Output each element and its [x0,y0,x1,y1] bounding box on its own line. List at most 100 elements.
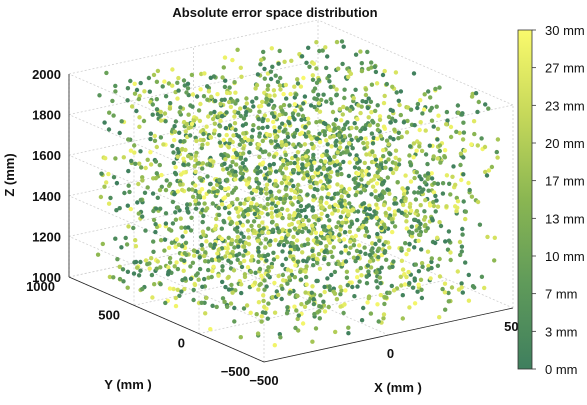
data-point [444,109,450,115]
data-point [121,155,127,160]
data-point [400,267,406,272]
data-point [226,171,232,176]
data-point [339,184,344,189]
data-point [259,319,264,324]
data-point [423,198,428,203]
data-point [301,222,306,228]
data-point [485,234,490,240]
data-point [463,260,468,265]
data-point [138,259,143,265]
data-point [319,97,324,103]
data-point [296,313,301,318]
data-point [457,130,462,136]
data-point [236,134,242,139]
data-point [419,148,425,154]
data-point [363,92,369,98]
data-point [318,240,323,246]
data-point [322,227,327,233]
data-point [389,217,394,222]
data-point [378,133,383,139]
data-point [208,243,213,248]
data-point [404,219,409,224]
data-point [429,265,434,271]
data-point [411,155,416,160]
data-point [153,159,159,164]
data-point [422,209,427,214]
data-point [286,175,291,181]
data-point [437,148,442,154]
data-point [348,71,354,77]
data-point [298,269,303,274]
data-point [384,257,389,262]
data-point [201,131,206,137]
data-point [205,84,210,89]
data-point [224,90,230,96]
data-point [158,206,163,211]
data-point [292,226,297,231]
data-point [189,215,194,220]
data-point [254,96,259,101]
data-point [382,93,387,99]
data-point [166,265,171,270]
data-point [214,216,219,222]
data-point [99,171,104,176]
data-point [230,200,235,206]
data-point [376,246,382,251]
data-point [251,219,257,224]
data-point [444,122,449,127]
data-point [388,167,393,172]
data-point [323,159,328,164]
data-point [245,212,251,217]
data-point [318,199,323,204]
data-point [233,177,238,182]
data-point [158,118,164,123]
data-point [256,142,262,147]
data-point [364,281,370,286]
data-point [281,243,287,248]
data-point [164,178,169,183]
data-point [305,173,310,178]
data-point [212,226,218,232]
data-point [353,157,359,162]
data-point [246,235,251,240]
data-point [140,286,145,292]
data-point [162,79,167,84]
data-point [265,124,270,130]
data-point [238,155,244,160]
data-point [422,180,428,185]
data-point [475,109,480,115]
data-point [258,169,263,174]
data-point [353,258,358,264]
grid-line [68,60,319,115]
data-point [303,124,308,130]
data-point [364,168,369,174]
data-point [324,138,329,143]
data-point [113,156,118,161]
data-point [350,284,355,290]
data-point [338,304,343,309]
data-point [353,233,358,239]
data-point [183,276,188,281]
grid-line [68,236,265,322]
data-point [226,287,232,292]
data-point [311,301,317,307]
data-point [306,45,311,50]
data-point [182,258,187,263]
data-point [334,224,339,230]
data-point [390,229,395,235]
data-point [227,123,233,128]
data-point [334,87,339,92]
data-point [102,184,107,189]
data-point [467,187,472,193]
data-point [270,197,275,202]
data-point [380,189,386,194]
data-point [404,130,410,135]
data-point [339,288,344,293]
data-point [375,174,381,179]
data-point [443,307,448,312]
data-point [359,168,365,174]
data-point [303,134,309,139]
data-point [129,104,135,109]
data-point [233,127,238,132]
data-point [279,180,284,186]
